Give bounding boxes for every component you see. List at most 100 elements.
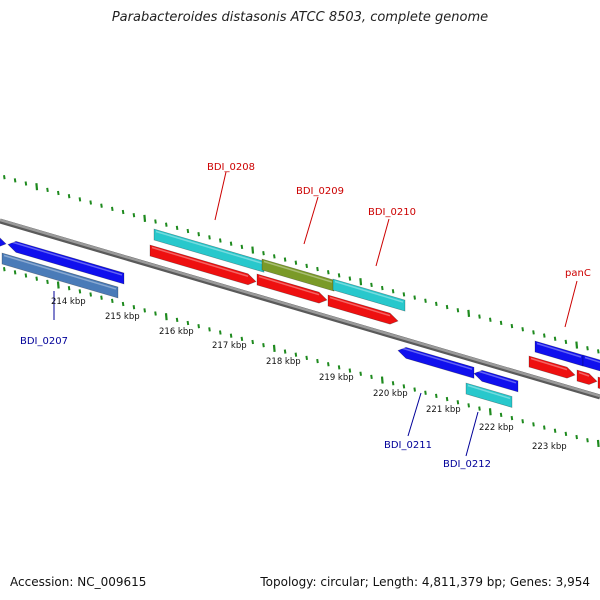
outer-tick xyxy=(456,308,460,313)
outer-tick xyxy=(359,278,363,286)
label-leader-lines xyxy=(53,171,578,457)
outer-tick xyxy=(391,289,395,294)
outer-tick xyxy=(111,206,114,212)
feature-bdi-0208[interactable] xyxy=(153,228,265,273)
inner-tick xyxy=(272,344,276,352)
feature-bdi-0207[interactable] xyxy=(1,252,119,299)
outer-tick xyxy=(229,241,233,246)
ruler-label: 223 kbp xyxy=(532,442,567,452)
inner-tick xyxy=(13,270,17,275)
inner-tick xyxy=(240,336,244,342)
feature-panc-a-highlight xyxy=(536,342,582,358)
outer-tick xyxy=(46,187,49,192)
inner-tick xyxy=(24,273,28,278)
outer-tick xyxy=(121,209,125,215)
feature-panc-b-highlight xyxy=(584,356,600,364)
outer-tick xyxy=(478,314,481,319)
inner-dotted-track xyxy=(3,267,600,448)
feature-panc[interactable] xyxy=(528,355,576,379)
inner-tick xyxy=(164,313,168,321)
gene-label-bdi-0209[interactable]: BDI_0209 xyxy=(296,186,344,197)
outer-tick xyxy=(240,244,244,250)
inner-tick xyxy=(510,415,514,421)
inner-tick xyxy=(175,317,179,323)
leader-bdi-0212 xyxy=(465,411,479,457)
feature-bdi-0211[interactable] xyxy=(397,347,475,379)
outer-tick xyxy=(532,330,535,335)
outer-tick xyxy=(208,235,211,240)
feature-bdi-0207a-highlight xyxy=(9,240,123,276)
gene-label-bdi-0207[interactable]: BDI_0207 xyxy=(20,336,68,347)
feature-bdi-0207-highlight xyxy=(3,254,117,290)
ruler-label: 215 kbp xyxy=(105,312,140,322)
feature-panc-a[interactable] xyxy=(534,340,584,367)
leader-bdi-0210 xyxy=(375,218,390,267)
inner-tick xyxy=(359,371,362,376)
feature-bdi-0209[interactable] xyxy=(261,258,335,292)
gene-label-bdi-0210[interactable]: BDI_0210 xyxy=(368,207,416,218)
inner-tick xyxy=(132,305,136,310)
gene-label-bdi-0211[interactable]: BDI_0211 xyxy=(384,440,432,451)
feature-bdi-0209-cds[interactable] xyxy=(256,273,328,304)
outer-tick xyxy=(327,270,330,275)
outer-tick xyxy=(294,260,298,265)
feature-bdi-0206[interactable] xyxy=(0,236,7,247)
inner-tick xyxy=(348,368,352,373)
inner-tick xyxy=(56,281,60,289)
outer-tick xyxy=(510,323,514,329)
feature-bdi-0211b[interactable] xyxy=(473,370,519,393)
ruler-labels: 214 kbp 215 kbp 216 kbp 217 kbp 218 kbp 219 k… xyxy=(51,297,567,452)
inner-tick xyxy=(380,376,384,384)
inner-tick xyxy=(424,390,427,395)
outer-tick xyxy=(78,197,82,202)
inner-tick xyxy=(564,431,568,437)
gene-labels: BDI_0207 BDI_0208 BDI_0209 BDI_0210 panC BDI_… xyxy=(20,162,591,470)
inner-tick xyxy=(111,298,114,304)
outer-dotted-track xyxy=(3,175,600,354)
outer-tick xyxy=(445,304,449,310)
leader-bdi-0208 xyxy=(214,171,227,221)
feature-panc-cds[interactable] xyxy=(576,369,598,385)
ruler-label: 219 kbp xyxy=(319,373,354,383)
feature-panc-b[interactable] xyxy=(582,354,600,375)
feature-bdi-0208-cds[interactable] xyxy=(149,244,257,286)
outer-tick xyxy=(154,219,157,224)
gene-label-bdi-0212[interactable]: BDI_0212 xyxy=(443,459,491,470)
genome-summary: Topology: circular; Length: 4,811,379 bp… xyxy=(260,575,590,589)
outer-tick xyxy=(543,333,546,338)
outer-tick xyxy=(24,181,28,186)
ruler-label: 214 kbp xyxy=(51,297,86,307)
inner-tick xyxy=(391,381,395,386)
feature-bdi-0210-cds-highlight xyxy=(329,296,391,317)
inner-tick xyxy=(543,425,546,430)
feature-bdi-0212[interactable] xyxy=(465,382,513,408)
outer-tick xyxy=(337,273,341,278)
inner-tick xyxy=(532,422,535,427)
outer-tick xyxy=(316,266,319,272)
inner-tick xyxy=(154,311,157,316)
accession-label: Accession: NC_009615 xyxy=(10,575,147,589)
feature-bdi-0207a[interactable] xyxy=(7,241,125,285)
feature-bdi-0208-cds-highlight xyxy=(151,246,249,277)
feature-bdi-0210-cds[interactable] xyxy=(327,294,399,325)
gene-label-bdi-0208[interactable]: BDI_0208 xyxy=(207,162,255,173)
inner-tick xyxy=(337,365,341,370)
feature-bdi-0209-cds-highlight xyxy=(258,275,320,296)
outer-tick xyxy=(283,257,287,262)
inner-tick xyxy=(208,327,211,332)
ruler-label: 220 kbp xyxy=(373,389,408,399)
outer-tick xyxy=(553,336,557,341)
outer-tick xyxy=(402,292,406,297)
feature-bdi-0210[interactable] xyxy=(332,278,406,312)
outer-tick xyxy=(575,341,579,349)
feature-bdi-0210-highlight xyxy=(334,280,404,303)
backbone xyxy=(0,218,600,400)
gene-label-panc[interactable]: panC xyxy=(565,268,591,279)
feature-bdi-0208-highlight xyxy=(155,230,263,264)
inner-tick xyxy=(370,374,373,380)
inner-tick xyxy=(316,358,319,364)
outer-tick xyxy=(305,263,308,269)
outer-tick xyxy=(424,298,427,303)
inner-tick xyxy=(100,295,103,300)
